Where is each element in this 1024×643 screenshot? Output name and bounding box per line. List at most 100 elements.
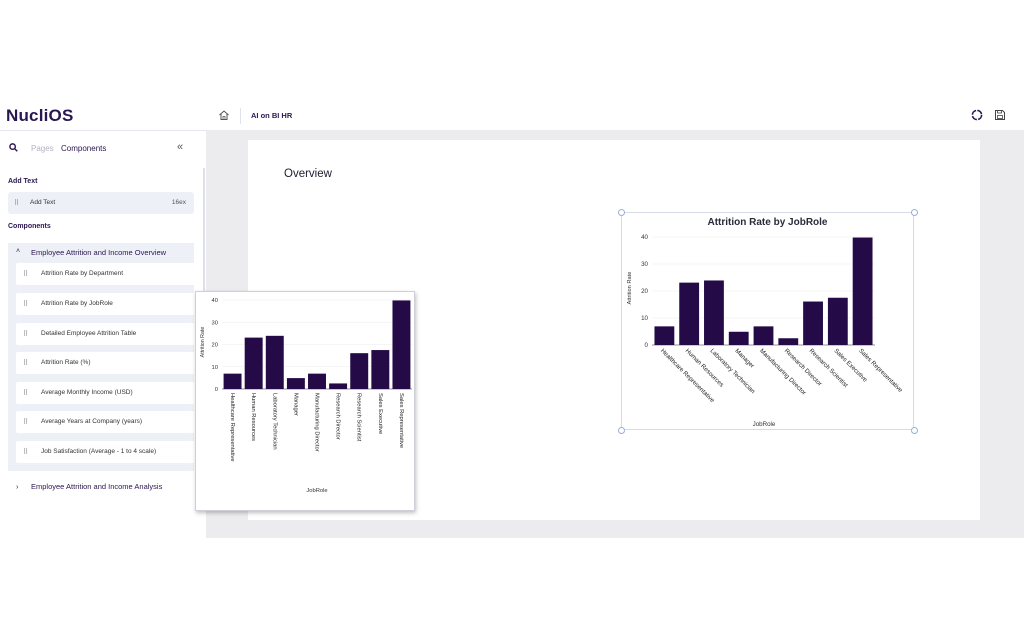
component-item-label: Average Monthly Income (USD) — [41, 389, 133, 396]
add-text-size: 16ex — [171, 199, 186, 206]
page-title[interactable]: Overview — [284, 168, 332, 180]
component-item-label: Average Years at Company (years) — [41, 418, 143, 425]
x-tick-label: Manufacturing Director — [758, 347, 807, 396]
component-item[interactable]: ⠿ Attrition Rate by JobRole — [16, 293, 195, 315]
chart-widget[interactable]: Attrition Rate by JobRole 0 10 20 30 40 Healt… — [621, 212, 914, 430]
y-tick-label: 0 — [645, 342, 649, 349]
resize-handle[interactable] — [911, 209, 918, 216]
app-window: NucliOS Pages Components « Add Text ⠿ Ad… — [0, 102, 1024, 538]
component-item-label: Attrition Rate by JobRole — [41, 300, 113, 307]
y-tick-label: 0 — [215, 387, 218, 393]
add-text-label: Add Text — [30, 199, 56, 206]
home-icon[interactable] — [218, 109, 230, 121]
x-tick-label: Sales Representative — [398, 393, 404, 448]
component-item-label: Job Satisfaction (Average - 1 to 4 scale… — [41, 448, 157, 455]
search-icon[interactable] — [9, 143, 18, 152]
y-axis-label: Attrition Rate — [200, 327, 206, 358]
sidebar-tabs-row: Pages Components « — [0, 140, 206, 160]
bar[interactable] — [329, 383, 348, 389]
x-axis-label: JobRole — [306, 488, 327, 494]
component-item-label: Attrition Rate by Department — [41, 270, 124, 277]
double-chevron-left-icon[interactable]: « — [177, 141, 184, 153]
bar[interactable] — [704, 280, 724, 345]
bar[interactable] — [827, 297, 848, 345]
top-bar: AI on BI HR — [206, 102, 1024, 130]
breadcrumb[interactable]: AI on BI HR — [251, 111, 293, 120]
component-item[interactable]: ⠿ Attrition Rate (%) — [16, 352, 195, 374]
x-axis-label: JobRole — [753, 421, 776, 428]
group-items: ⠿ Attrition Rate by Department ⠿ Attriti… — [8, 263, 195, 471]
y-tick-label: 20 — [212, 343, 218, 349]
component-item[interactable]: ⠿ Job Satisfaction (Average - 1 to 4 sca… — [16, 441, 195, 463]
bar[interactable] — [803, 301, 823, 345]
y-tick-label: 40 — [212, 298, 218, 304]
header-divider — [240, 108, 241, 124]
bar[interactable] — [244, 337, 263, 389]
x-tick-label: Manager — [733, 347, 755, 369]
resize-handle[interactable] — [911, 427, 918, 434]
bar[interactable] — [223, 373, 242, 389]
x-tick-label: Sales Executive — [377, 393, 383, 434]
resize-handle[interactable] — [618, 427, 625, 434]
x-tick-label: Research Director — [335, 393, 341, 440]
sidebar-divider — [0, 130, 206, 131]
x-tick-label: Laboratory Technician — [271, 393, 277, 450]
bar[interactable] — [679, 282, 700, 345]
y-tick-label: 10 — [641, 315, 648, 322]
bar[interactable] — [392, 300, 411, 389]
bar[interactable] — [728, 331, 749, 345]
chart-title: Attrition Rate by JobRole — [707, 217, 828, 228]
drag-handle-icon[interactable]: ⠿ — [23, 331, 28, 338]
bar[interactable] — [308, 373, 326, 389]
add-text-section-label: Add Text — [8, 178, 38, 185]
group-label: Employee Attrition and Income Overview — [31, 248, 167, 257]
tab-pages[interactable]: Pages — [31, 144, 54, 153]
chevron-right-icon[interactable]: › — [16, 482, 19, 491]
add-text-item[interactable]: ⠿ Add Text 16ex — [8, 192, 194, 214]
chevron-up-icon[interactable]: ˄ — [16, 248, 21, 255]
bar[interactable] — [350, 353, 369, 389]
components-section-label: Components — [8, 223, 51, 230]
bar[interactable] — [654, 326, 675, 345]
refresh-icon[interactable] — [970, 108, 984, 122]
group-label: Employee Attrition and Income Analysis — [31, 482, 163, 491]
x-tick-label: Research Scientist — [356, 393, 362, 442]
drag-handle-icon[interactable]: ⠿ — [23, 271, 28, 278]
component-item[interactable]: ⠿ Detailed Employee Attrition Table — [16, 323, 195, 345]
component-item-label: Detailed Employee Attrition Table — [41, 330, 137, 337]
bar[interactable] — [265, 335, 284, 389]
group-header-analysis[interactable]: › Employee Attrition and Income Analysis — [8, 478, 194, 496]
y-tick-label: 10 — [212, 365, 218, 371]
drag-handle-icon[interactable]: ⠿ — [23, 449, 28, 456]
save-icon[interactable] — [994, 109, 1006, 121]
drag-handle-icon[interactable]: ⠿ — [23, 390, 28, 397]
y-tick-label: 30 — [641, 261, 648, 268]
preview-chart-svg: 0 10 20 30 40 Healthcare Representative Human … — [200, 298, 412, 494]
group-header-overview[interactable]: ˄ Employee Attrition and Income Overview — [8, 243, 194, 263]
component-item[interactable]: ⠿ Average Monthly Income (USD) — [16, 382, 195, 404]
x-tick-label: Manager — [292, 393, 298, 416]
sidebar: NucliOS Pages Components « Add Text ⠿ Ad… — [0, 102, 206, 538]
drag-preview-chart[interactable]: 0 10 20 30 40 Healthcare Representative Human … — [195, 291, 415, 511]
bar[interactable] — [753, 326, 774, 345]
x-tick-label: Laboratory Technician — [709, 347, 757, 395]
y-tick-label: 20 — [641, 288, 648, 295]
drag-handle-icon[interactable]: ⠿ — [23, 360, 28, 367]
bar[interactable] — [371, 350, 390, 389]
bar[interactable] — [852, 237, 873, 345]
drag-handle-icon[interactable]: ⠿ — [23, 419, 28, 426]
tab-components[interactable]: Components — [61, 144, 107, 153]
drag-handle-icon[interactable]: ⠿ — [14, 200, 19, 207]
component-item[interactable]: ⠿ Average Years at Company (years) — [16, 411, 195, 433]
drag-handle-icon[interactable]: ⠿ — [23, 301, 28, 308]
y-tick-label: 40 — [641, 234, 648, 241]
app-logo: NucliOS — [6, 106, 74, 125]
bar[interactable] — [286, 378, 305, 389]
x-tick-label: Manufacturing Director — [314, 393, 320, 452]
component-item[interactable]: ⠿ Attrition Rate by Department — [16, 263, 195, 285]
y-tick-label: 30 — [212, 320, 218, 326]
bar[interactable] — [778, 338, 799, 345]
resize-handle[interactable] — [618, 209, 625, 216]
x-tick-label: Human Resources — [250, 393, 256, 441]
